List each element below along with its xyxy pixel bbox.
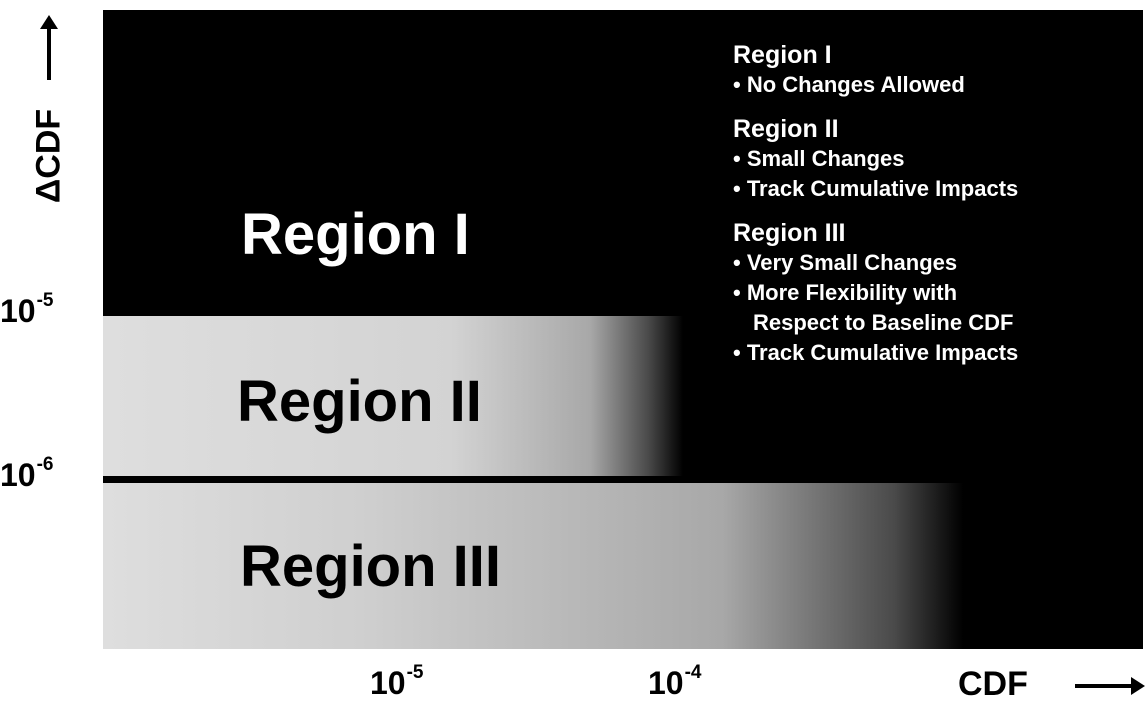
y-axis-title-group: ΔCDF xyxy=(27,15,71,226)
legend-item: • More Flexibility with xyxy=(733,280,958,305)
legend-group-region-iii: Region III • Very Small Changes • More F… xyxy=(733,218,1018,368)
region-iii-band xyxy=(103,483,963,649)
tick-exponent: -4 xyxy=(684,662,702,683)
tick-base: 10 xyxy=(0,293,36,329)
legend-item: • No Changes Allowed xyxy=(733,72,965,97)
legend-item: • Small Changes xyxy=(733,146,905,171)
region-ii-label: Region II xyxy=(237,369,482,434)
region-separator-line xyxy=(103,476,963,481)
legend-group-region-i: Region I • No Changes Allowed xyxy=(733,40,1018,100)
tick-exponent: -6 xyxy=(36,454,54,475)
region-legend: Region I • No Changes Allowed Region II … xyxy=(733,40,1018,382)
tick-exponent: -5 xyxy=(406,662,424,683)
y-axis-title: ΔCDF xyxy=(29,108,68,204)
legend-group-region-ii: Region II • Small Changes • Track Cumula… xyxy=(733,114,1018,204)
diagram-plot-area: Region I Region II Region III Region I •… xyxy=(103,10,1143,649)
legend-item: Respect to Baseline CDF xyxy=(753,310,1014,335)
legend-item: • Track Cumulative Impacts xyxy=(733,176,1019,201)
legend-title: Region I xyxy=(733,41,832,69)
x-tick-label: 10-4 xyxy=(648,663,702,701)
region-iii-label: Region III xyxy=(240,534,501,599)
tick-base: 10 xyxy=(370,665,406,701)
legend-item: • Track Cumulative Impacts xyxy=(733,340,1019,365)
x-axis-title: CDF xyxy=(958,665,1028,703)
y-tick-label: 10-5 xyxy=(0,291,54,329)
y-tick-label: 10-6 xyxy=(0,455,54,493)
legend-title: Region II xyxy=(733,115,839,143)
x-tick-label: 10-5 xyxy=(370,663,424,701)
legend-title: Region III xyxy=(733,219,846,247)
tick-base: 10 xyxy=(0,457,36,493)
tick-base: 10 xyxy=(648,665,684,701)
region-i-label: Region I xyxy=(241,202,470,267)
arrow-right-icon xyxy=(1075,677,1145,695)
region-ii-band xyxy=(103,316,683,479)
tick-exponent: -5 xyxy=(36,290,54,311)
arrow-up-icon xyxy=(40,15,58,80)
legend-item: • Very Small Changes xyxy=(733,250,958,275)
